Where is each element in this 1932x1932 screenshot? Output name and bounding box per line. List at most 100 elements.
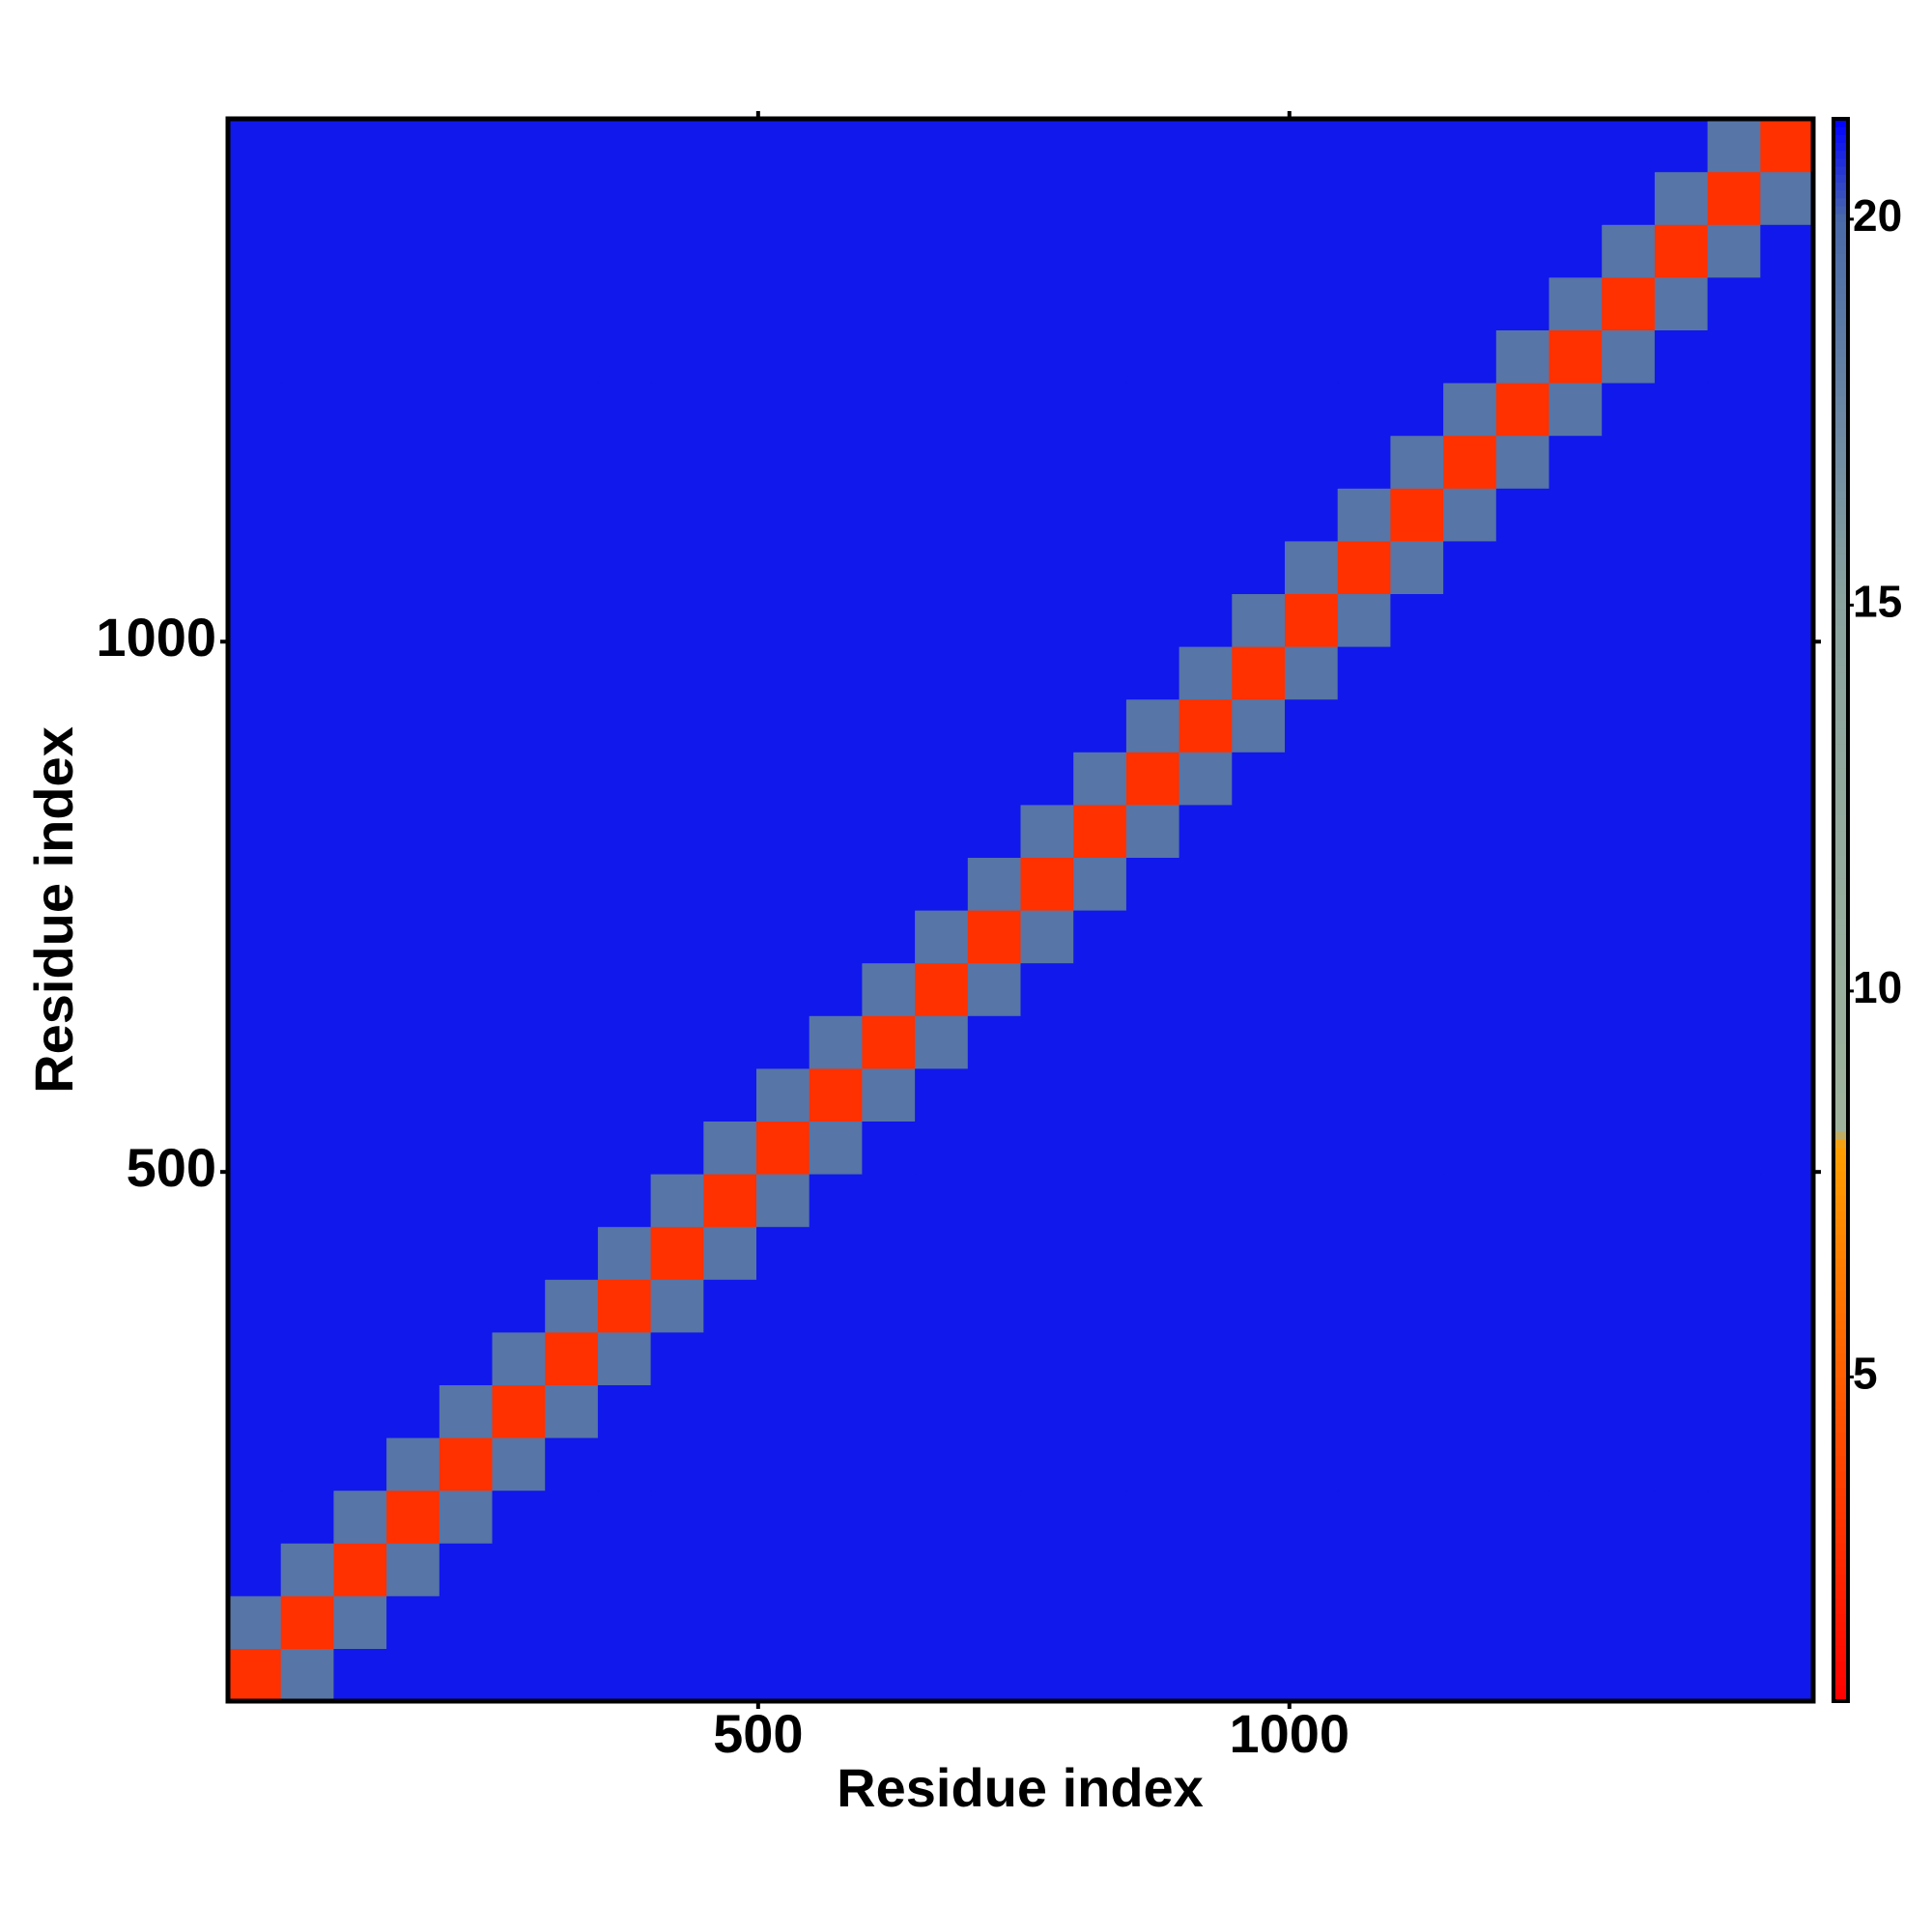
heatmap-cell: [650, 910, 704, 964]
heatmap-cell: [280, 119, 334, 173]
heatmap-cell: [386, 1174, 440, 1228]
heatmap-cell: [1707, 1384, 1761, 1438]
heatmap-cell: [1443, 962, 1497, 1016]
heatmap-cell: [1073, 752, 1127, 806]
heatmap-cell: [650, 962, 704, 1016]
heatmap-cell: [1125, 910, 1180, 964]
heatmap-cell: [1654, 383, 1709, 437]
heatmap-cell: [545, 1067, 599, 1122]
heatmap-cell: [492, 383, 546, 437]
colorbar-segment: [1833, 1250, 1848, 1259]
heatmap-cell: [1232, 1384, 1286, 1438]
colorbar-segment: [1833, 229, 1848, 239]
heatmap-cell: [1020, 910, 1074, 964]
heatmap-cell: [1179, 224, 1233, 278]
heatmap-cell: [545, 857, 599, 911]
heatmap-cell: [1443, 1490, 1497, 1544]
heatmap-cell: [439, 910, 494, 964]
colorbar-segment: [1833, 157, 1848, 167]
heatmap-cell: [386, 646, 440, 700]
heatmap-cell: [545, 1384, 599, 1438]
heatmap-cell: [439, 224, 494, 278]
heatmap-cell: [915, 435, 969, 489]
heatmap-cell: [545, 540, 599, 594]
colorbar-segment: [1833, 925, 1848, 935]
heatmap-cell: [1495, 962, 1550, 1016]
heatmap-cell: [967, 171, 1022, 225]
heatmap-cell: [967, 698, 1022, 753]
heatmap-cell: [650, 1490, 704, 1544]
heatmap-cell: [809, 593, 863, 647]
heatmap-cell: [703, 1384, 757, 1438]
heatmap-cell: [1707, 910, 1761, 964]
heatmap-cell: [1707, 488, 1761, 542]
heatmap-cell: [967, 962, 1022, 1016]
colorbar-segment: [1833, 735, 1848, 745]
heatmap-cell: [915, 1595, 969, 1649]
heatmap-cell: [1602, 1279, 1656, 1333]
heatmap-cell: [333, 1067, 387, 1122]
heatmap-cell: [1073, 646, 1127, 700]
heatmap-cell: [1337, 1226, 1391, 1280]
heatmap-cell: [1337, 646, 1391, 700]
heatmap-cell: [1337, 1015, 1391, 1069]
heatmap-cell: [1337, 752, 1391, 806]
heatmap-cell: [1337, 698, 1391, 753]
heatmap-cell: [1443, 540, 1497, 594]
heatmap-cell: [1548, 224, 1603, 278]
heatmap-cell: [386, 1067, 440, 1122]
colorbar-segment: [1833, 807, 1848, 816]
colorbar-segment: [1833, 1432, 1848, 1441]
heatmap-cell: [1179, 1331, 1233, 1385]
heatmap-cell: [280, 488, 334, 542]
heatmap-cell: [597, 383, 652, 437]
heatmap-cell: [1443, 1226, 1497, 1280]
heatmap-cell: [545, 119, 599, 173]
heatmap-cell: [280, 1067, 334, 1122]
heatmap-cell: [967, 804, 1022, 858]
heatmap-cell: [492, 1490, 546, 1544]
heatmap-cell: [1443, 1595, 1497, 1649]
heatmap-cell: [492, 1279, 546, 1333]
heatmap-cell: [1654, 752, 1709, 806]
heatmap-cell: [915, 383, 969, 437]
heatmap-cell: [1337, 1174, 1391, 1228]
heatmap-cell: [545, 910, 599, 964]
heatmap-cell: [915, 1226, 969, 1280]
heatmap-cell: [1707, 435, 1761, 489]
heatmap-cell: [597, 1121, 652, 1175]
heatmap-cell: [439, 329, 494, 384]
colorbar-segment: [1833, 1273, 1848, 1283]
heatmap-cell: [650, 1174, 704, 1228]
heatmap-cell: [1285, 962, 1339, 1016]
heatmap-cell: [280, 1595, 334, 1649]
heatmap-cell: [756, 1226, 810, 1280]
heatmap-cell: [756, 540, 810, 594]
colorbar-segment: [1833, 980, 1848, 990]
heatmap-cell: [1760, 1174, 1814, 1228]
heatmap-cell: [862, 1226, 916, 1280]
heatmap-cell: [1602, 1543, 1656, 1597]
heatmap-cell: [1443, 1384, 1497, 1438]
heatmap-cell: [915, 1543, 969, 1597]
heatmap-cell: [1073, 383, 1127, 437]
heatmap-cell: [915, 1331, 969, 1385]
colorbar-segment: [1833, 1067, 1848, 1077]
heatmap-cell: [1654, 1543, 1709, 1597]
colorbar-segment: [1833, 1020, 1848, 1030]
heatmap-cell: [1602, 1226, 1656, 1280]
colorbar-segment: [1833, 1566, 1848, 1576]
heatmap-cell: [809, 698, 863, 753]
heatmap-cell: [333, 1331, 387, 1385]
colorbar-segment: [1833, 419, 1848, 428]
heatmap-cell: [915, 1384, 969, 1438]
heatmap-cell: [1390, 1490, 1444, 1544]
heatmap-cell: [280, 962, 334, 1016]
heatmap-cell: [333, 698, 387, 753]
heatmap-cell: [1337, 119, 1391, 173]
heatmap-cell: [703, 488, 757, 542]
heatmap-cell: [1443, 1121, 1497, 1175]
heatmap-cell: [1548, 1226, 1603, 1280]
heatmap-cell: [862, 540, 916, 594]
heatmap-cell: [597, 488, 652, 542]
